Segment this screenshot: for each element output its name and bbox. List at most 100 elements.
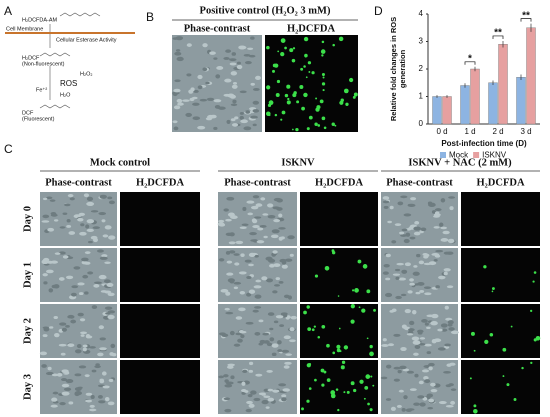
cell bbox=[73, 266, 81, 270]
cell bbox=[400, 346, 407, 352]
phase-image bbox=[381, 192, 458, 246]
fluorescent-spot bbox=[303, 310, 307, 315]
fluorescent-spot bbox=[530, 361, 533, 365]
cell bbox=[77, 282, 85, 286]
cell bbox=[43, 281, 48, 285]
cell bbox=[449, 206, 454, 211]
cell bbox=[273, 320, 279, 324]
cell bbox=[86, 228, 94, 232]
cell bbox=[192, 116, 201, 121]
fluorescence-image bbox=[461, 304, 540, 358]
cell bbox=[405, 232, 411, 237]
group-title: ISKNV bbox=[281, 157, 315, 168]
cell bbox=[245, 408, 252, 413]
cell bbox=[391, 308, 397, 313]
cell bbox=[437, 347, 446, 351]
cell bbox=[250, 36, 255, 40]
cell bbox=[412, 310, 417, 315]
cell bbox=[223, 208, 229, 212]
cell bbox=[173, 126, 179, 131]
cell bbox=[248, 361, 254, 366]
y-tick-label: 0 bbox=[419, 119, 424, 128]
cell bbox=[71, 285, 79, 289]
panel-label: D bbox=[374, 4, 383, 18]
cell bbox=[239, 90, 247, 94]
cell bbox=[275, 315, 284, 319]
fluorescent-spot bbox=[276, 79, 281, 84]
fluorescent-spot bbox=[284, 93, 289, 98]
cell bbox=[172, 120, 178, 124]
fluorescent-spot bbox=[321, 82, 326, 86]
cell bbox=[54, 252, 61, 255]
fluorescent-spot bbox=[367, 402, 370, 406]
fluorescent-spot bbox=[521, 366, 524, 370]
fe: Fe⁺² bbox=[36, 86, 47, 93]
cell bbox=[46, 196, 53, 200]
cell bbox=[79, 318, 86, 322]
cell bbox=[428, 398, 435, 403]
fluorescence-image bbox=[265, 35, 358, 132]
fluorescent-spot bbox=[299, 85, 304, 90]
fluorescent-spot bbox=[326, 343, 330, 348]
cell bbox=[225, 218, 232, 222]
cell bbox=[238, 307, 246, 312]
fluorescent-spot bbox=[320, 49, 326, 54]
fluorescent-spot bbox=[326, 378, 331, 382]
cell bbox=[434, 208, 442, 212]
cell bbox=[400, 195, 408, 199]
y-tick-label: 4 bbox=[419, 9, 424, 18]
cell bbox=[85, 333, 91, 339]
cell bbox=[406, 370, 415, 374]
fluorescent-spot bbox=[369, 351, 374, 357]
fluorescent-spot bbox=[335, 388, 339, 391]
cell bbox=[58, 277, 65, 281]
fluorescent-spot bbox=[359, 379, 364, 384]
fluorescent-spot bbox=[320, 368, 325, 373]
probe: H₂DCFDA-AM bbox=[22, 17, 58, 23]
cell bbox=[91, 369, 97, 373]
cell bbox=[104, 261, 111, 264]
cell bbox=[446, 251, 454, 255]
fluorescent-spot bbox=[306, 127, 310, 131]
cell bbox=[266, 370, 273, 373]
cell bbox=[99, 347, 107, 351]
cell bbox=[408, 328, 415, 332]
panel-label: A bbox=[4, 4, 12, 18]
bar bbox=[526, 27, 536, 125]
cell bbox=[226, 272, 234, 276]
cell bbox=[430, 389, 438, 393]
fluorescent-spot bbox=[286, 84, 291, 89]
cell bbox=[385, 253, 391, 258]
cell bbox=[278, 213, 283, 218]
cell bbox=[109, 352, 114, 356]
cell bbox=[434, 211, 440, 215]
cell bbox=[279, 258, 287, 263]
cell bbox=[399, 365, 407, 370]
cell bbox=[197, 125, 206, 130]
fluorescent-spot bbox=[305, 76, 308, 79]
cell bbox=[226, 196, 235, 201]
structures bbox=[39, 12, 101, 109]
cell bbox=[42, 260, 49, 265]
cell bbox=[393, 333, 401, 337]
cell bbox=[81, 260, 88, 265]
cell bbox=[281, 397, 287, 402]
cell bbox=[50, 260, 58, 264]
cell bbox=[426, 351, 432, 355]
cell bbox=[226, 119, 231, 125]
cell bbox=[98, 274, 107, 280]
ros: ROS bbox=[60, 79, 77, 88]
cell bbox=[84, 291, 89, 295]
cell bbox=[225, 291, 231, 296]
cell bbox=[176, 98, 183, 103]
cell bbox=[246, 400, 253, 405]
cell bbox=[53, 284, 60, 289]
fluorescent-spot bbox=[296, 100, 300, 104]
cell bbox=[99, 379, 105, 384]
cell bbox=[428, 362, 435, 367]
fluorescence-image bbox=[461, 192, 540, 246]
fluorescent-spot bbox=[331, 249, 335, 253]
cell bbox=[284, 361, 292, 365]
fluorescent-spot bbox=[470, 331, 475, 336]
cell bbox=[58, 343, 67, 347]
